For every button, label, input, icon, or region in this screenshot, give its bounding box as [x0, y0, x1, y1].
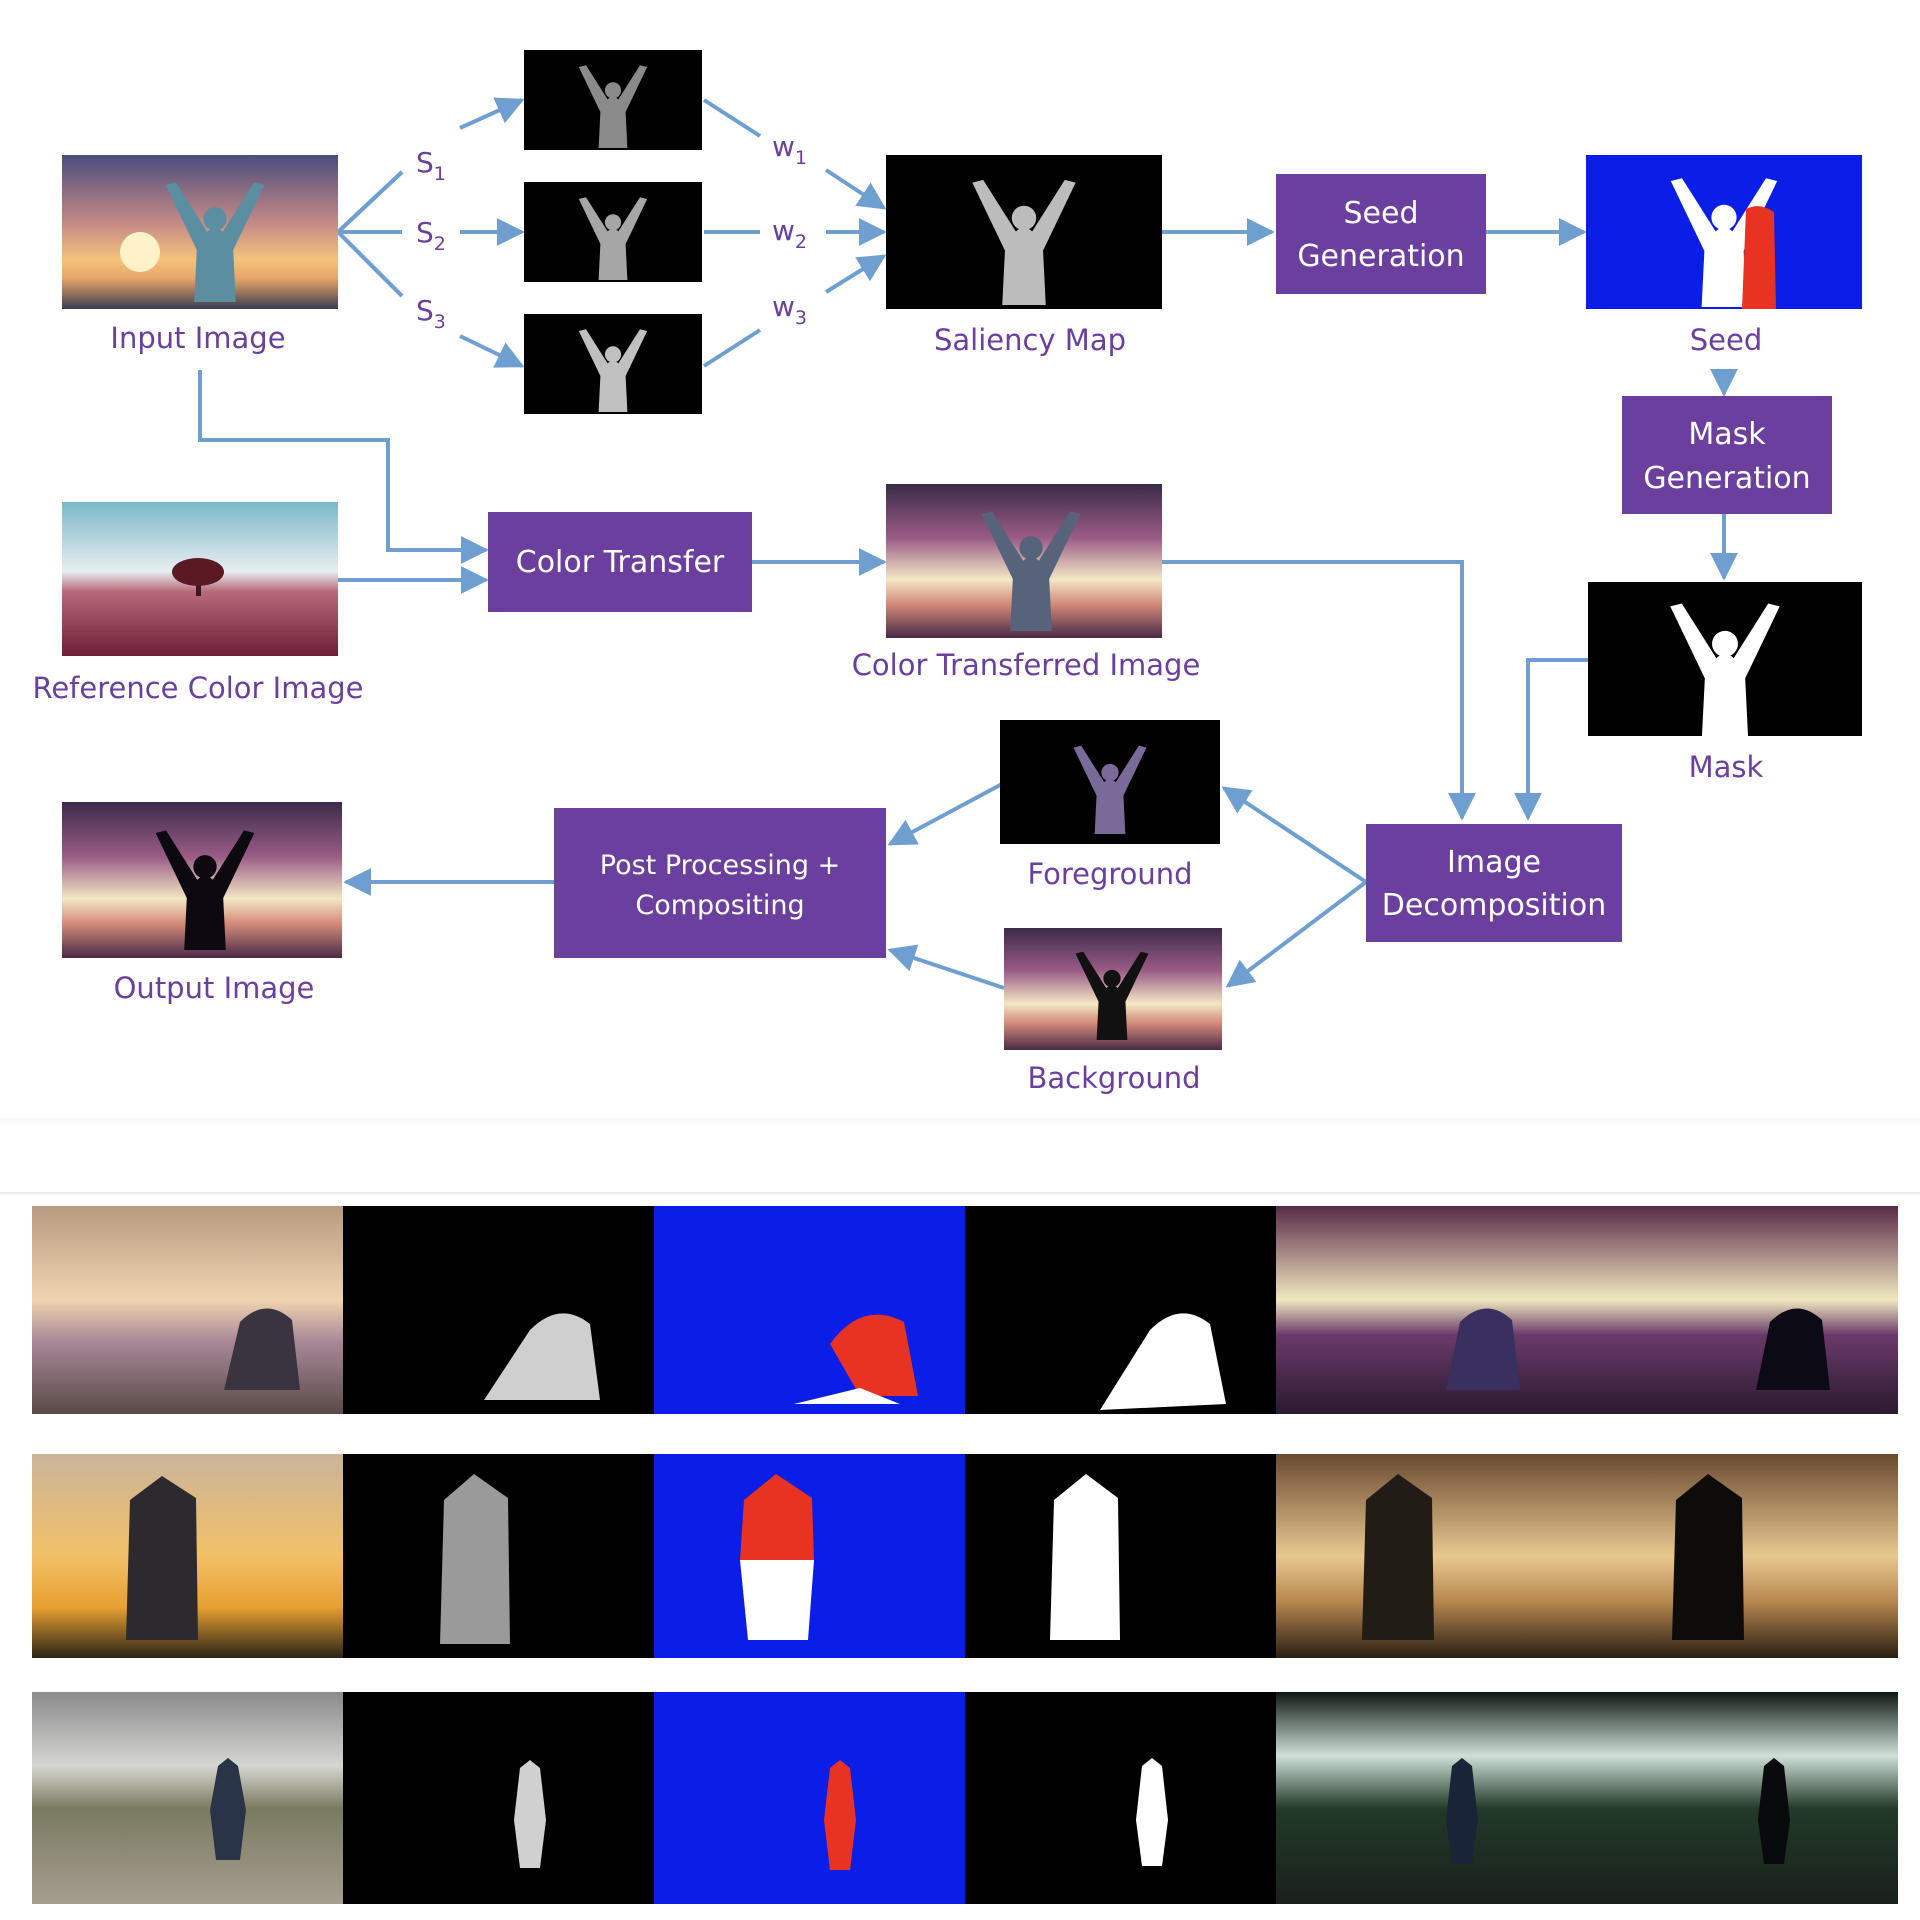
scale-label-s1: S1: [416, 146, 446, 185]
row3-output: [1587, 1692, 1898, 1904]
row1-color-transferred: [1276, 1206, 1587, 1414]
results-grid: [32, 1206, 1898, 1904]
saliency-map-scale-1: [524, 50, 702, 150]
input-image-label: Input Image: [110, 321, 285, 355]
row3-color-transferred: [1276, 1692, 1587, 1904]
row1-output: [1587, 1206, 1898, 1414]
output-image-label: Output Image: [114, 971, 315, 1005]
seed-generation-box: Seed Generation: [1276, 174, 1486, 294]
mask-generation-box: Mask Generation: [1622, 396, 1832, 514]
saliency-map-label: Saliency Map: [934, 323, 1126, 357]
image-decomposition-box: Image Decomposition: [1366, 824, 1622, 942]
scale-label-s2: S2: [416, 216, 446, 255]
output-image: [62, 802, 342, 958]
weight-label-w1: w1: [772, 130, 807, 169]
row2-mask: [965, 1454, 1276, 1658]
svg-text:Generation: Generation: [1643, 461, 1810, 496]
weight-labels: w1 w2 w3: [772, 130, 807, 329]
seed-image: [1586, 155, 1862, 309]
weight-label-w2: w2: [772, 214, 807, 253]
svg-text:Image: Image: [1447, 845, 1541, 880]
section-separator: [0, 1118, 1920, 1126]
svg-text:Mask: Mask: [1688, 417, 1766, 452]
svg-text:Compositing: Compositing: [635, 890, 804, 921]
seed-label: Seed: [1690, 323, 1763, 357]
row3-saliency: [343, 1692, 654, 1904]
results-row-1: [32, 1206, 1898, 1414]
row1-seed: [654, 1206, 965, 1414]
section-separator-bottom: [0, 1192, 1920, 1196]
row3-input: [32, 1692, 343, 1904]
svg-text:Generation: Generation: [1297, 239, 1464, 274]
mask-label: Mask: [1689, 750, 1764, 784]
input-image: [62, 155, 338, 309]
scale-labels: S1 S2 S3: [416, 146, 446, 333]
saliency-map-scale-3: [524, 314, 702, 414]
color-transferred-image: [886, 484, 1162, 638]
foreground-label: Foreground: [1027, 857, 1192, 891]
results-row-3: [32, 1692, 1898, 1904]
row3-seed: [654, 1692, 965, 1904]
color-transfer-box: Color Transfer: [488, 512, 752, 612]
mask-image: [1588, 582, 1862, 736]
foreground-image: [1000, 720, 1220, 844]
results-row-2: [32, 1454, 1898, 1658]
reference-color-image: [62, 502, 338, 656]
svg-text:Seed: Seed: [1344, 196, 1419, 231]
image-labels: Input Image Saliency Map Seed Reference …: [32, 321, 1763, 1095]
connectors: [198, 97, 1738, 990]
scale-label-s3: S3: [416, 294, 446, 333]
post-processing-box: Post Processing + Compositing: [554, 808, 886, 958]
row3-mask: [965, 1692, 1276, 1904]
saliency-map-scale-2: [524, 182, 702, 282]
section-gap: [0, 1126, 1920, 1192]
color-transferred-image-label: Color Transferred Image: [852, 648, 1201, 682]
svg-text:Decomposition: Decomposition: [1382, 888, 1606, 923]
weight-label-w3: w3: [772, 290, 807, 329]
reference-color-image-label: Reference Color Image: [32, 671, 363, 705]
svg-text:Color Transfer: Color Transfer: [516, 545, 725, 580]
saliency-map-image: [886, 155, 1162, 309]
svg-text:Post Processing +: Post Processing +: [600, 850, 840, 881]
background-image: [1004, 928, 1222, 1050]
background-label: Background: [1027, 1061, 1200, 1095]
